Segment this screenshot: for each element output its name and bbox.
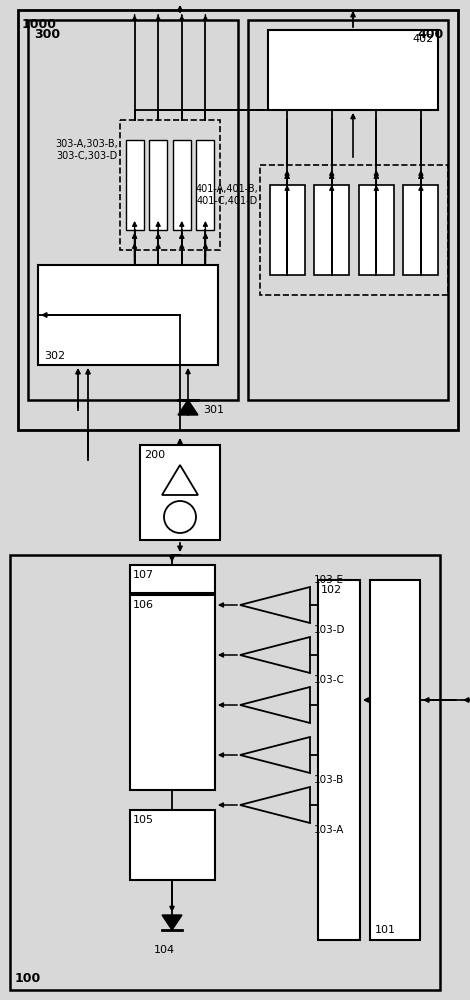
Text: 107: 107 xyxy=(133,570,154,580)
Bar xyxy=(260,165,448,295)
Text: 300: 300 xyxy=(34,28,60,41)
Bar xyxy=(130,595,215,790)
Text: 400: 400 xyxy=(418,28,444,41)
Bar xyxy=(403,185,439,275)
Bar xyxy=(270,185,305,275)
Text: 104: 104 xyxy=(154,945,175,955)
Text: 103-E: 103-E xyxy=(314,575,344,585)
Bar xyxy=(18,10,458,430)
Text: 103-C: 103-C xyxy=(314,675,345,685)
Text: 401-A,401-B,
401-C,401-D: 401-A,401-B, 401-C,401-D xyxy=(195,184,258,206)
Bar xyxy=(28,20,238,400)
Polygon shape xyxy=(178,400,198,415)
Bar xyxy=(196,140,214,230)
Text: 402: 402 xyxy=(413,34,434,44)
Text: 103-D: 103-D xyxy=(314,625,345,635)
Bar xyxy=(120,120,220,250)
Bar xyxy=(268,30,438,110)
Text: 200: 200 xyxy=(144,450,165,460)
Bar xyxy=(248,20,448,400)
Bar xyxy=(370,580,420,940)
Text: 101: 101 xyxy=(375,925,396,935)
Bar xyxy=(149,140,167,230)
Text: 302: 302 xyxy=(44,351,65,361)
Bar xyxy=(173,140,191,230)
Bar xyxy=(314,185,349,275)
Text: 1000: 1000 xyxy=(22,18,57,31)
Bar xyxy=(130,810,215,880)
Bar xyxy=(38,265,218,365)
Bar xyxy=(318,580,360,940)
Bar xyxy=(125,140,144,230)
Bar xyxy=(140,445,220,540)
Text: 303-A,303-B,
303-C,303-D: 303-A,303-B, 303-C,303-D xyxy=(55,139,118,161)
Bar xyxy=(359,185,394,275)
Polygon shape xyxy=(162,915,182,930)
Text: 103-A: 103-A xyxy=(314,825,345,835)
Text: 106: 106 xyxy=(133,600,154,610)
Bar xyxy=(130,565,215,593)
Text: 100: 100 xyxy=(15,972,41,985)
Text: 301: 301 xyxy=(203,405,224,415)
Text: 102: 102 xyxy=(321,585,342,595)
Text: 105: 105 xyxy=(133,815,154,825)
Text: 103-B: 103-B xyxy=(314,775,344,785)
Bar xyxy=(10,555,440,990)
Circle shape xyxy=(164,501,196,533)
